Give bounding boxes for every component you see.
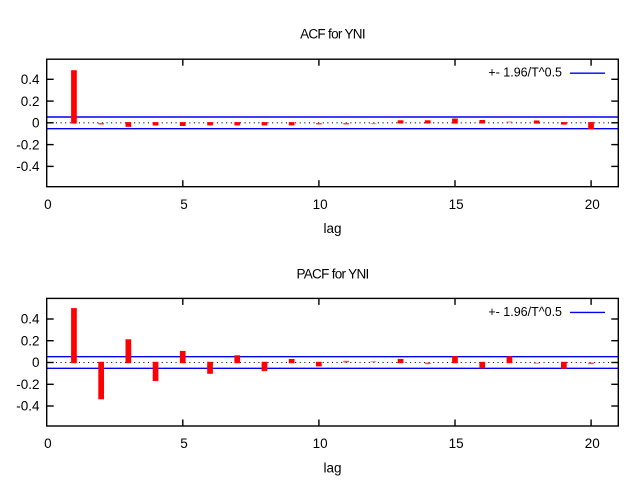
svg-text:-0.4: -0.4: [16, 399, 40, 414]
svg-text:10: 10: [313, 436, 328, 451]
svg-text:0.4: 0.4: [21, 72, 40, 87]
svg-text:0.4: 0.4: [21, 312, 40, 327]
svg-text:lag: lag: [323, 461, 341, 476]
svg-text:15: 15: [449, 436, 464, 451]
svg-text:+- 1.96/T^0.5: +- 1.96/T^0.5: [488, 66, 562, 80]
svg-text:-0.4: -0.4: [16, 159, 40, 174]
svg-text:-0.2: -0.2: [16, 377, 39, 392]
svg-text:+- 1.96/T^0.5: +- 1.96/T^0.5: [488, 305, 562, 319]
svg-text:20: 20: [585, 197, 600, 212]
svg-text:10: 10: [313, 197, 328, 212]
svg-text:15: 15: [449, 197, 464, 212]
svg-text:0.2: 0.2: [21, 333, 40, 348]
svg-text:ACF for YNI: ACF for YNI: [300, 27, 365, 42]
svg-text:0: 0: [44, 436, 52, 451]
svg-text:5: 5: [180, 197, 188, 212]
svg-text:0: 0: [32, 355, 40, 370]
svg-text:0: 0: [44, 197, 52, 212]
svg-text:PACF for YNI: PACF for YNI: [296, 267, 368, 282]
svg-text:-0.2: -0.2: [16, 137, 39, 152]
svg-text:0.2: 0.2: [21, 94, 40, 109]
svg-text:5: 5: [180, 436, 188, 451]
svg-text:20: 20: [585, 436, 600, 451]
svg-text:lag: lag: [323, 221, 341, 236]
svg-text:0: 0: [32, 116, 40, 131]
